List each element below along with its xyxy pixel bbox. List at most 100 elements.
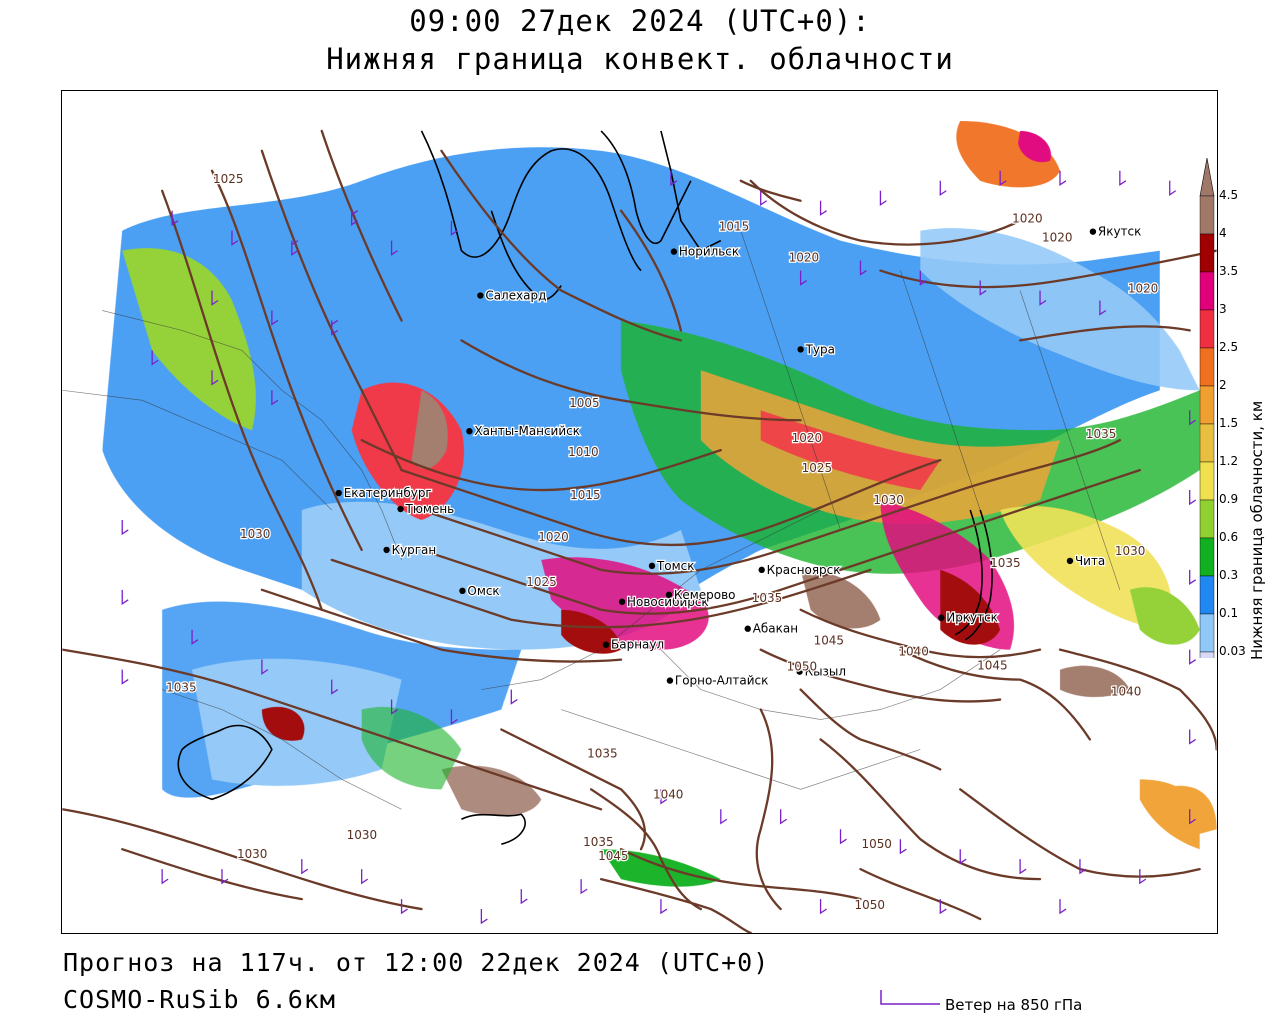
isobar-label: 1035 bbox=[990, 556, 1020, 570]
isobar-label: 1010 bbox=[568, 445, 598, 459]
isobar-label: 1020 bbox=[1012, 212, 1042, 226]
isobar-label: 1030 bbox=[347, 828, 377, 842]
city-dot bbox=[758, 566, 765, 574]
admin-borders bbox=[62, 230, 1121, 810]
city-marker: Омск bbox=[459, 583, 501, 599]
isobar-label: 1035 bbox=[1086, 427, 1116, 441]
wind-legend-barb bbox=[880, 990, 940, 1005]
isobar-label: 1040 bbox=[1111, 685, 1141, 699]
isobar-label: 1025 bbox=[213, 172, 243, 186]
isobar-label: 1015 bbox=[570, 488, 600, 502]
city-dot bbox=[459, 587, 466, 595]
isobar-label: 1035 bbox=[166, 681, 196, 695]
wind-barb-icon bbox=[880, 990, 940, 1005]
city-marker: Новосибирск bbox=[618, 594, 710, 610]
city-name: Тюмень bbox=[405, 502, 455, 516]
city-marker: Ханты-Мансийск bbox=[466, 423, 581, 439]
city-name: Якутск bbox=[1098, 225, 1141, 239]
isobar-label: 1020 bbox=[1128, 282, 1158, 296]
city-marker: Чита bbox=[1066, 553, 1107, 569]
colorbar-swatch bbox=[1199, 271, 1215, 311]
city-name: Красноярск bbox=[767, 563, 841, 577]
colorbar-level: 0.3 bbox=[1219, 568, 1239, 582]
colorbar-swatch bbox=[1199, 537, 1215, 577]
city-name: Абакан bbox=[753, 622, 798, 636]
city-name: Тура bbox=[805, 342, 835, 356]
isobar-label: 1030 bbox=[873, 493, 903, 507]
isobar-label: 1030 bbox=[237, 847, 267, 861]
colorbar-level: 4 bbox=[1219, 226, 1227, 240]
city-marker: Курган bbox=[383, 542, 437, 558]
colorbar-level: 0.1 bbox=[1219, 606, 1239, 620]
isobar-label: 1045 bbox=[977, 659, 1007, 673]
city-name: Норильск bbox=[679, 245, 739, 259]
city-marker: Барнаул bbox=[602, 636, 665, 653]
wind-barbs bbox=[121, 170, 1197, 925]
colorbar-swatch bbox=[1199, 575, 1215, 615]
wind-legend-label: Ветер на 850 гПа bbox=[945, 996, 1083, 1014]
title-line-2: Нижняя граница конвект. облачности bbox=[326, 42, 954, 76]
isobar-labels: 1015102010201020102010051010101510201025… bbox=[165, 171, 1160, 914]
city-name: Барнаул bbox=[611, 638, 664, 652]
colorbar-level: 1.5 bbox=[1219, 416, 1239, 430]
colorbar-level: 3 bbox=[1219, 302, 1227, 316]
cloud-field-layer bbox=[102, 120, 1217, 887]
isobar-label: 1035 bbox=[587, 746, 617, 760]
colorbar-level: 0.9 bbox=[1219, 492, 1239, 506]
city-dot bbox=[665, 591, 673, 598]
city-marker: Горно-Алтайск bbox=[666, 672, 770, 689]
city-marker: Екатеринбург bbox=[335, 485, 433, 501]
city-labels: Норильск Якутск Салехард Тура Ханты-Мансийск… bbox=[335, 223, 1143, 689]
city-marker: Кызыл bbox=[796, 663, 847, 680]
city-dot bbox=[670, 248, 678, 255]
isobar-label: 1030 bbox=[240, 527, 270, 541]
city-marker: Тюмень bbox=[397, 501, 455, 517]
city-name: Кызыл bbox=[805, 665, 846, 679]
colorbar-swatch bbox=[1199, 309, 1215, 349]
isobars bbox=[62, 129, 1217, 933]
city-name: Иркутск bbox=[946, 611, 998, 625]
city-name: Горно-Алтайск bbox=[675, 674, 768, 688]
city-name: Ханты-Мансийск bbox=[474, 424, 580, 438]
colorbar-swatch bbox=[1199, 613, 1215, 653]
forecast-info: Прогноз на 117ч. от 12:00 22дек 2024 (UT… bbox=[63, 948, 770, 977]
city-marker: Красноярск bbox=[758, 562, 842, 578]
forecast-map[interactable]: Норильск Якутск Салехард Тура Ханты-Мансийск… bbox=[61, 90, 1218, 934]
isobar-label: 1025 bbox=[802, 461, 832, 475]
colorbar-swatch bbox=[1199, 195, 1215, 235]
isobar-label: 1020 bbox=[792, 431, 822, 445]
isobar-label: 1015 bbox=[719, 220, 749, 234]
city-name: Новосибирск bbox=[627, 595, 709, 609]
city-dot bbox=[477, 292, 484, 299]
colorbar-swatch bbox=[1199, 233, 1215, 273]
city-name: Томск bbox=[656, 559, 694, 573]
city-marker: Тура bbox=[797, 341, 836, 358]
city-marker: Салехард bbox=[477, 287, 548, 304]
isobar-label: 1040 bbox=[898, 645, 928, 659]
city-dot bbox=[466, 427, 473, 435]
isobar-label: 1020 bbox=[1042, 231, 1072, 245]
isobar-label: 1020 bbox=[789, 251, 819, 265]
city-dot bbox=[335, 489, 342, 497]
title-line-1: 09:00 27дек 2024 (UTC+0): bbox=[409, 4, 871, 38]
colorbar-swatch bbox=[1199, 423, 1215, 463]
city-name: Кемерово bbox=[674, 588, 736, 602]
city-dot bbox=[383, 546, 390, 554]
isobar-label: 1045 bbox=[598, 849, 628, 863]
city-dot bbox=[938, 614, 945, 621]
colorbar-swatch bbox=[1199, 651, 1215, 658]
city-dot bbox=[602, 641, 610, 648]
isobar-label: 1050 bbox=[854, 898, 884, 912]
isobar-label: 1040 bbox=[653, 787, 683, 801]
city-marker: Якутск bbox=[1089, 223, 1143, 240]
colorbar bbox=[1199, 158, 1215, 658]
colorbar-level: 1.2 bbox=[1219, 454, 1239, 468]
isobar-label: 1020 bbox=[538, 530, 568, 544]
isobar-label: 1030 bbox=[1115, 544, 1145, 558]
city-dot bbox=[1066, 557, 1074, 565]
colorbar-level: 3.5 bbox=[1219, 264, 1239, 278]
city-dot bbox=[796, 668, 803, 675]
city-name: Омск bbox=[467, 584, 499, 598]
isobar-label: 1025 bbox=[526, 575, 556, 589]
city-marker: Иркутск bbox=[938, 609, 999, 626]
